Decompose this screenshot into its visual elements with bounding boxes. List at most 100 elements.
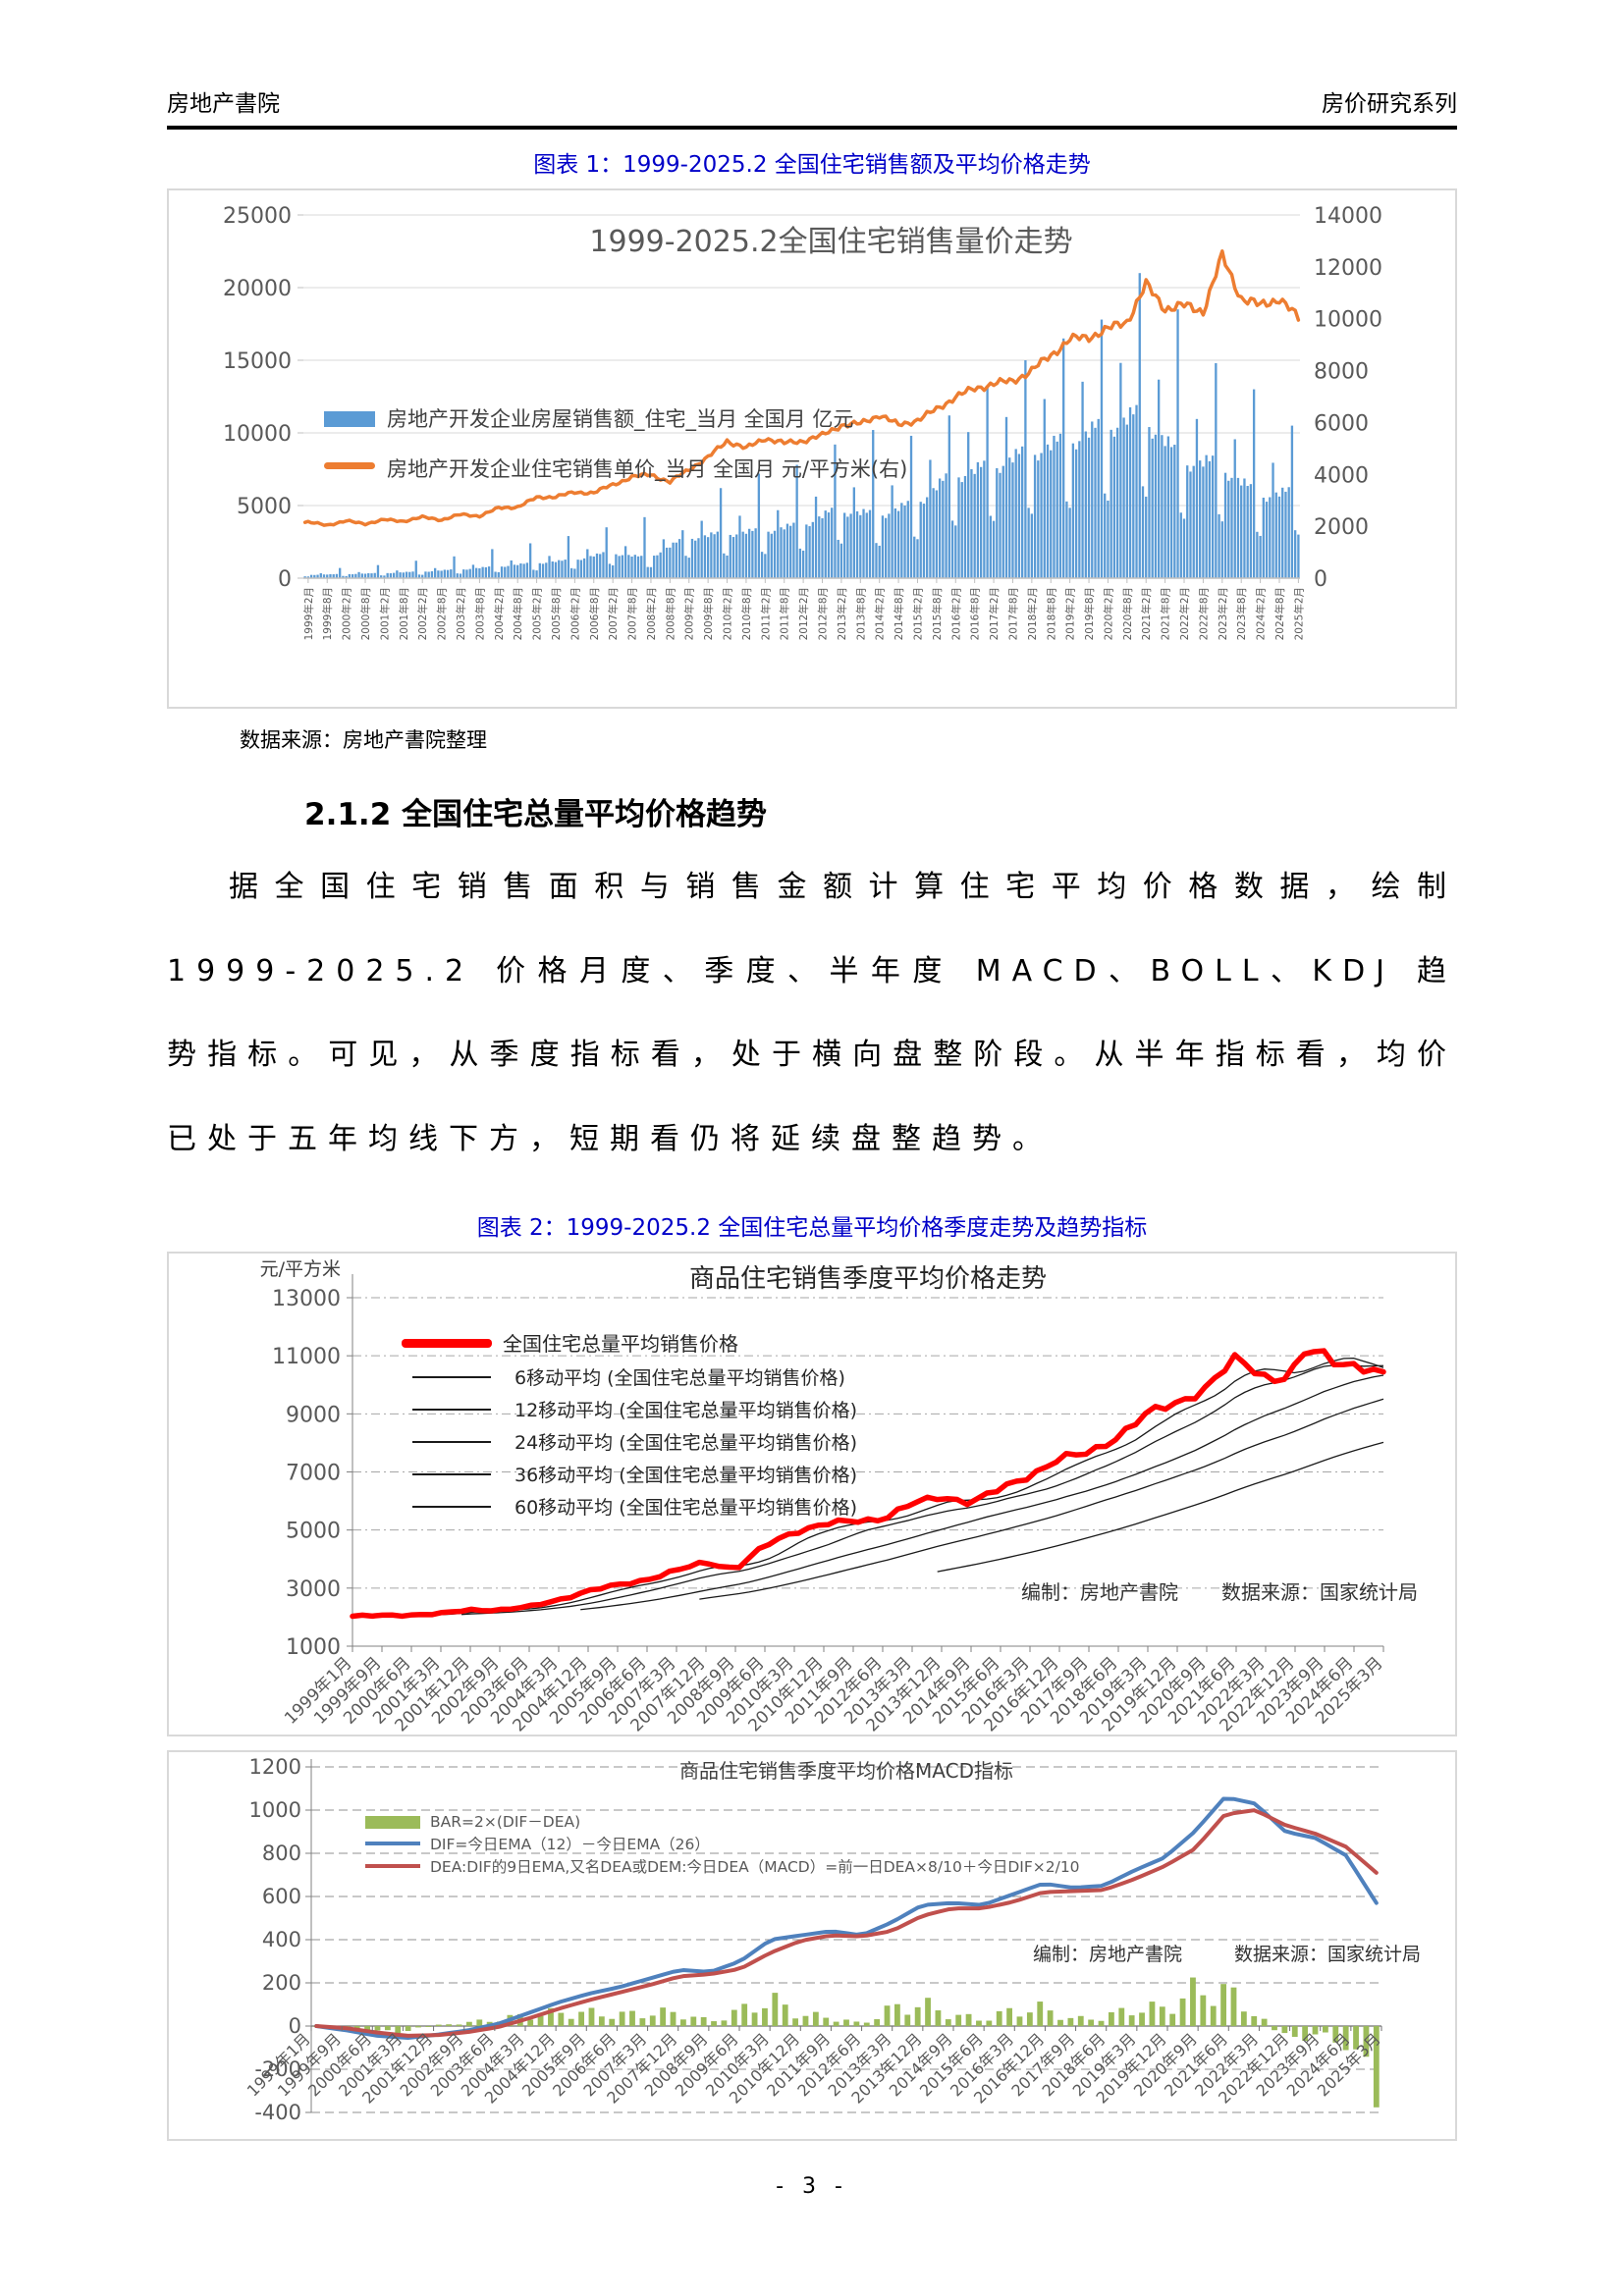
- sales-bar: [963, 475, 967, 578]
- sales-bar: [837, 539, 839, 578]
- macd-bar: [660, 2007, 667, 2026]
- macd-bar: [1210, 2005, 1217, 2026]
- sales-bar: [1284, 491, 1287, 578]
- sales-bar: [872, 430, 875, 578]
- legend-label: 60移动平均 (全国住宅总量平均销售价格): [514, 1497, 857, 1519]
- sales-bar: [618, 556, 621, 578]
- sales-bar: [586, 549, 589, 578]
- sales-bar: [1091, 421, 1094, 578]
- right-axis-label: 4000: [1314, 463, 1369, 488]
- macd-bar: [456, 2024, 462, 2026]
- section-heading: 2.1.2 全国住宅总量平均价格趋势: [304, 797, 768, 832]
- macd-bar: [679, 2019, 686, 2026]
- macd-bar: [1169, 2013, 1176, 2026]
- sales-bar: [1046, 444, 1050, 578]
- sales-bar: [491, 549, 494, 578]
- sales-bar: [408, 571, 411, 578]
- sales-bar: [399, 572, 402, 578]
- sales-bar: [414, 561, 417, 578]
- legend-swatch: [412, 1473, 491, 1475]
- sales-bar: [1199, 460, 1202, 578]
- macd-bar: [965, 2013, 972, 2026]
- macd-bar: [1342, 2026, 1349, 2051]
- sales-bar: [690, 538, 694, 578]
- sales-bar: [792, 522, 795, 578]
- sales-bar: [777, 509, 780, 578]
- macd-bar: [711, 2021, 717, 2026]
- sales-bar: [633, 555, 636, 578]
- sales-bar: [510, 560, 513, 578]
- header-left-title: 房地产書院: [167, 91, 280, 117]
- sales-bar: [1040, 453, 1043, 578]
- x-axis-label: 2014年2月: [874, 587, 887, 640]
- sales-bar: [309, 574, 313, 578]
- sales-bar: [983, 460, 986, 578]
- sales-bar: [525, 562, 529, 578]
- sales-bar: [1252, 389, 1256, 578]
- sales-bar: [665, 547, 669, 578]
- macd-bar: [955, 2014, 962, 2026]
- macd-bar: [395, 2026, 402, 2034]
- sales-bar: [795, 464, 798, 578]
- legend-swatch: [412, 1441, 491, 1443]
- sales-bar: [351, 574, 354, 578]
- sales-bar: [1215, 362, 1218, 578]
- sales-bar: [1027, 507, 1030, 578]
- sales-bar: [450, 569, 453, 578]
- sales-bar: [938, 478, 942, 578]
- sales-bar: [345, 575, 348, 578]
- x-axis-label: 2024年2月: [1255, 587, 1268, 640]
- sales-bar: [878, 545, 881, 578]
- sales-bar: [986, 386, 989, 578]
- sales-bar: [827, 512, 831, 578]
- sales-bar: [605, 527, 608, 578]
- x-axis-label: 2002年8月: [436, 587, 449, 640]
- page-number: - 3 -: [776, 2174, 848, 2199]
- sales-bar: [697, 538, 700, 578]
- figure2-caption: 图表 2：1999-2025.2 全国住宅总量平均价格季度走势及趋势指标: [476, 1215, 1148, 1241]
- sales-bar: [757, 473, 761, 578]
- sales-bar: [322, 574, 326, 578]
- sales-bar: [1233, 439, 1236, 578]
- macd-bar: [721, 2020, 728, 2026]
- y-axis-label: 3000: [286, 1577, 341, 1602]
- sales-bar: [1269, 497, 1272, 578]
- x-axis-label: 2008年2月: [645, 587, 658, 640]
- sales-bar: [433, 567, 437, 578]
- figure2-chart-canvas: 1000 3000 5000 7000 9000 11000 13000 元/平方米 商品住宅销…: [260, 1258, 1418, 1735]
- sales-bar: [370, 573, 373, 578]
- figure1-caption: 图表 1：1999-2025.2 全国住宅销售额及平均价格走势: [533, 152, 1091, 178]
- sales-bar: [681, 530, 684, 578]
- sales-bar: [579, 560, 583, 578]
- right-axis-label: 0: [1314, 567, 1327, 592]
- sales-bar: [396, 570, 399, 578]
- sales-bar: [516, 564, 519, 578]
- sales-bar: [507, 565, 510, 578]
- sales-bar: [313, 574, 316, 578]
- sales-bar: [443, 569, 447, 578]
- sales-bar: [716, 531, 720, 578]
- legend-swatch: [412, 1376, 491, 1378]
- sales-bar: [1274, 492, 1277, 578]
- sales-bar: [976, 461, 980, 578]
- sales-bar: [1259, 535, 1262, 578]
- sales-bar: [935, 490, 939, 578]
- sales-bar: [363, 573, 367, 578]
- sales-bar: [684, 556, 687, 578]
- macd-bar: [1190, 1977, 1196, 2026]
- sales-bar: [1227, 480, 1230, 578]
- sales-bar: [554, 561, 558, 578]
- sales-bar: [592, 556, 595, 578]
- macd-bar: [1261, 2018, 1268, 2026]
- macd-bar: [945, 2019, 951, 2026]
- sales-bar: [623, 546, 627, 578]
- x-axis-label: 2000年2月: [341, 587, 353, 640]
- x-axis-label: 2017年8月: [1006, 587, 1019, 640]
- macd-bar: [527, 2019, 534, 2026]
- sales-bar: [1173, 445, 1176, 578]
- sales-bar: [326, 574, 329, 578]
- macd-bar: [833, 2021, 839, 2026]
- sales-bar: [462, 569, 465, 578]
- sales-bar: [1249, 484, 1253, 578]
- body-paragraph: 据全国住宅销售面积与销售金额计算住宅平均价格数据，绘制 1999-2025.2 …: [167, 870, 1457, 1156]
